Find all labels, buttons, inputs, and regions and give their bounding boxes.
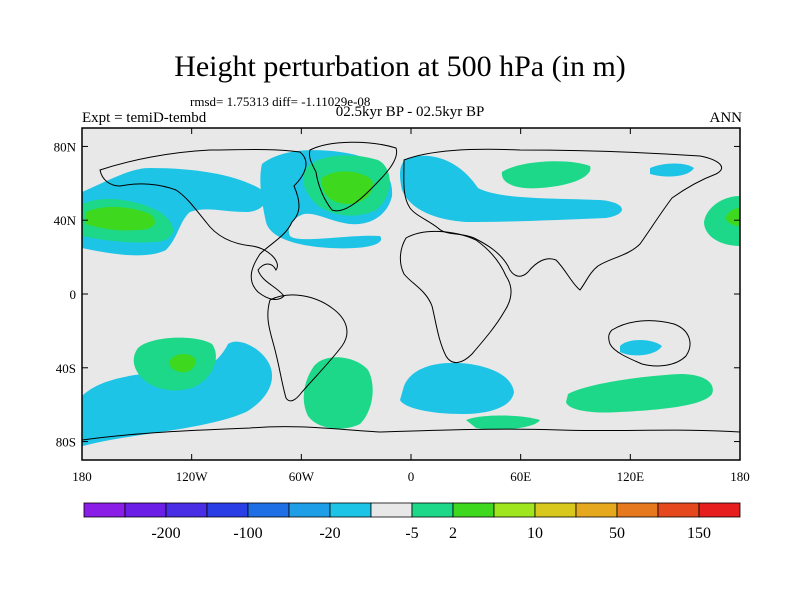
y-tick-label: 40S <box>56 361 76 376</box>
contour-fills <box>82 150 740 446</box>
positive-region-west-pacific <box>704 196 740 246</box>
coastlines <box>82 141 740 441</box>
coast-south-america <box>267 294 348 402</box>
colorbar-swatch <box>657 502 700 518</box>
colorbar: -200 -100 -20 -5 2 10 50 150 <box>83 502 741 542</box>
x-tick-label: 120W <box>176 469 209 484</box>
colorbar-label: -5 <box>405 525 418 542</box>
positive-region-south-indian-east <box>566 374 713 413</box>
x-tick-label: 180 <box>72 469 92 484</box>
colorbar-swatch <box>83 502 126 518</box>
colorbar-swatch <box>206 502 249 518</box>
coast-greenland <box>309 141 398 212</box>
period-label: 02.5kyr BP - 02.5kyr BP <box>335 104 485 120</box>
colorbar-label: -20 <box>319 525 340 542</box>
colorbar-swatch <box>124 502 167 518</box>
rmsd-stats: rmsd= 1.75313 diff= -1.11029e-08 <box>190 94 371 109</box>
coast-australia <box>608 320 691 367</box>
plot-title: Height perturbation at 500 hPa (in m) <box>174 50 626 83</box>
colorbar-swatch <box>698 502 741 518</box>
colorbar-swatch <box>247 502 290 518</box>
y-tick-label: 0 <box>70 287 77 302</box>
season-label: ANN <box>709 110 743 126</box>
coast-eurasia <box>403 148 722 291</box>
x-tick-label: 180 <box>730 469 750 484</box>
positive-region-pacific-north-core <box>86 206 155 231</box>
colorbar-label: 50 <box>609 525 625 542</box>
colorbar-swatch <box>493 502 536 518</box>
coast-africa <box>399 230 512 363</box>
y-tick-label: 80N <box>54 139 77 154</box>
colorbar-label: 150 <box>687 525 711 542</box>
x-tick-label: 120E <box>617 469 645 484</box>
coast-antarctica <box>82 426 740 441</box>
x-tick-label: 60E <box>510 469 531 484</box>
y-axis: 80N 40N 0 40S 80S <box>54 139 740 450</box>
colorbar-swatch <box>165 502 208 518</box>
colorbar-swatch <box>575 502 618 518</box>
negative-region-north-pacific-east <box>650 163 694 177</box>
positive-region-south-atlantic <box>303 357 373 429</box>
colorbar-swatch <box>288 502 331 518</box>
y-tick-label: 80S <box>56 435 76 450</box>
colorbar-swatch <box>411 502 454 518</box>
colorbar-label: -100 <box>233 525 262 542</box>
positive-region-south-pacific-core <box>169 354 196 373</box>
colorbar-swatch <box>370 502 413 518</box>
colorbar-label: 10 <box>527 525 543 542</box>
experiment-label: Expt = temiD-tembd <box>82 110 207 126</box>
negative-region-south-indian <box>400 362 514 414</box>
colorbar-swatch <box>534 502 577 518</box>
y-tick-label: 40N <box>54 213 77 228</box>
x-axis: 180 120W 60W 0 60E 120E 180 <box>72 128 750 484</box>
positive-region-southern-ocean <box>466 415 540 430</box>
coast-north-america <box>99 149 307 300</box>
colorbar-swatch <box>452 502 495 518</box>
positive-region-greenland-core <box>321 171 373 204</box>
colorbar-swatch <box>616 502 659 518</box>
positive-region-west-pacific-core <box>726 208 740 226</box>
negative-region-australia <box>620 340 662 356</box>
map-panel <box>82 128 740 460</box>
x-tick-label: 60W <box>289 469 315 484</box>
colorbar-label: -200 <box>151 525 180 542</box>
negative-region-south-pacific <box>82 341 273 446</box>
colorbar-label: 2 <box>449 525 457 542</box>
positive-region-central-asia <box>501 161 591 189</box>
negative-region-eurasia <box>400 155 622 222</box>
colorbar-swatch <box>329 502 372 518</box>
x-tick-label: 0 <box>408 469 415 484</box>
